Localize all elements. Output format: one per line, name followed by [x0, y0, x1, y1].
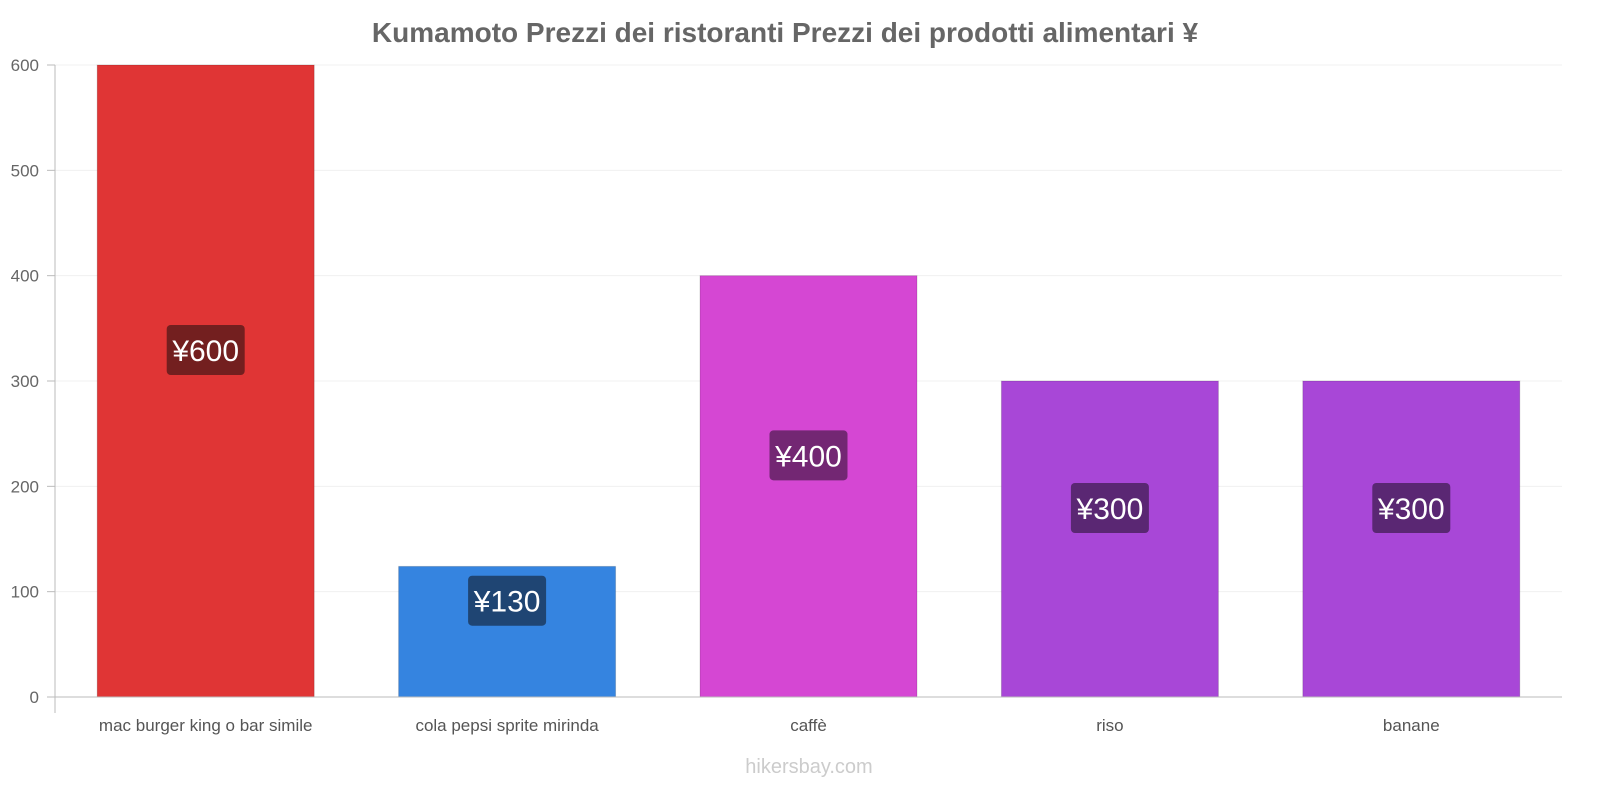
bar [96, 64, 315, 698]
data-label-box [1372, 483, 1451, 533]
data-label-box [166, 325, 245, 375]
x-category-label: banane [1383, 716, 1440, 735]
x-category-label: riso [1096, 716, 1123, 735]
x-category-label: caffè [790, 716, 827, 735]
y-tick-label: 600 [11, 56, 39, 75]
y-tick-label: 300 [11, 372, 39, 391]
y-tick-label: 400 [11, 267, 39, 286]
y-tick-label: 0 [30, 688, 39, 707]
data-label: ¥300 [1377, 493, 1445, 526]
y-tick-label: 200 [11, 477, 39, 496]
y-tick-label: 500 [11, 161, 39, 180]
bar [699, 275, 918, 698]
bar [1302, 380, 1521, 698]
x-category-label: cola pepsi sprite mirinda [415, 716, 599, 735]
data-label-box [1070, 483, 1149, 533]
watermark: hikersbay.com [745, 756, 872, 778]
bar [1000, 380, 1219, 698]
data-label-box [769, 430, 848, 481]
data-label-box [468, 575, 547, 626]
x-category-label: mac burger king o bar simile [99, 716, 313, 735]
data-label: ¥300 [1076, 493, 1144, 526]
data-label: ¥600 [171, 335, 239, 368]
data-label: ¥130 [473, 586, 541, 619]
chart-title: Kumamoto Prezzi dei ristoranti Prezzi de… [372, 17, 1199, 48]
y-tick-label: 100 [11, 583, 39, 602]
data-label: ¥400 [774, 440, 842, 473]
